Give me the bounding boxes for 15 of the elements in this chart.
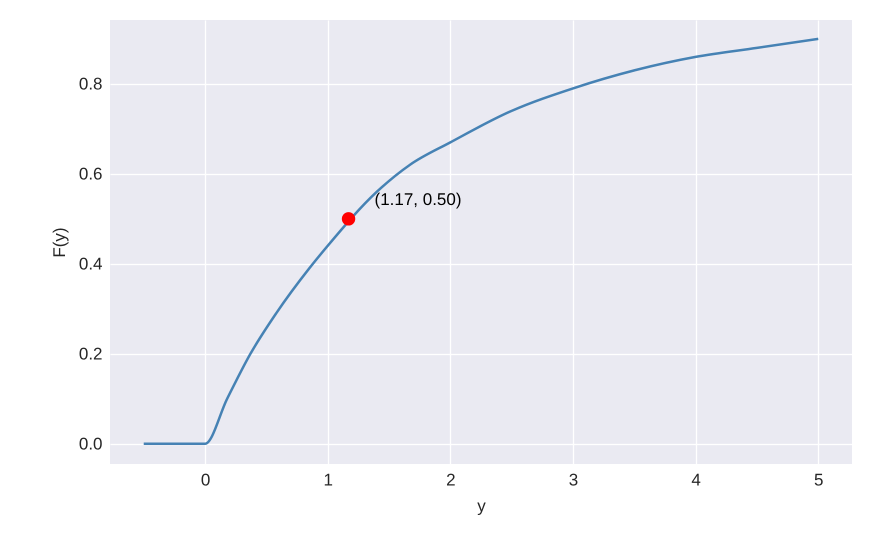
x-tick-label: 1 [323, 470, 333, 490]
line-series [142, 38, 820, 446]
y-tick-label: 0.0 [78, 434, 102, 454]
y-tick-label: 0.4 [78, 254, 102, 274]
x-tick-label: 4 [691, 470, 701, 490]
x-tick-label: 0 [200, 470, 210, 490]
annotation: (1.17, 0.50) [374, 190, 462, 209]
y-tick-label: 0.6 [78, 164, 102, 184]
y-tick-label: 0.2 [78, 344, 102, 364]
x-tick-label: 5 [814, 470, 824, 490]
x-tick-label: 2 [446, 470, 456, 490]
x-axis-title: y [477, 496, 486, 516]
x-tick-label: 3 [568, 470, 578, 490]
y-axis-title: F(y) [50, 227, 69, 258]
y-tick-label: 0.8 [78, 74, 102, 94]
